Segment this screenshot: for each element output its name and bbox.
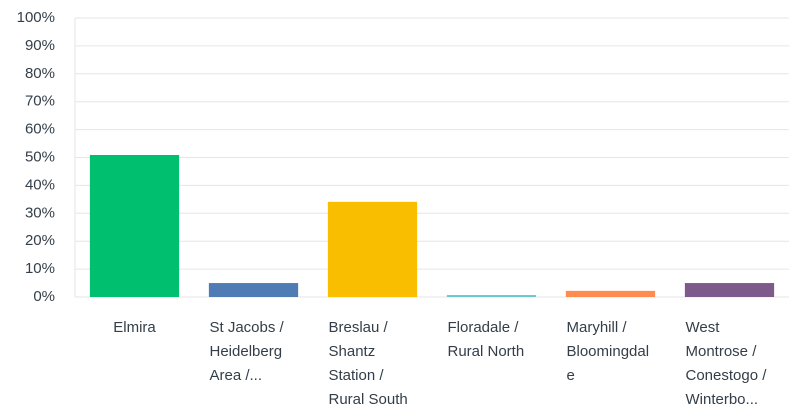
y-tick-label: 60% xyxy=(25,121,55,138)
x-tick-label: Maryhill / Bloomingdale xyxy=(566,319,650,384)
y-tick-label: 70% xyxy=(25,93,55,110)
x-tick-label-box: West Montrose / Conestogo / Winterbo... xyxy=(685,316,774,412)
y-tick-label: 10% xyxy=(25,260,55,277)
y-tick-label: 90% xyxy=(25,37,55,54)
x-tick-label: West Montrose / Conestogo / Winterbo... xyxy=(685,319,767,408)
y-tick-label: 50% xyxy=(25,148,55,165)
x-tick-label-box: Breslau / Shantz Station / Rural South xyxy=(328,316,417,412)
bar xyxy=(89,154,180,297)
bar xyxy=(208,283,299,297)
x-tick-label-box: Maryhill / Bloomingdale xyxy=(566,316,655,388)
bar xyxy=(565,290,656,297)
bar xyxy=(684,283,775,297)
x-tick-label-box: Floradale / Rural North xyxy=(447,316,536,364)
y-tick-label: 80% xyxy=(25,65,55,82)
x-tick-label-box: St Jacobs / Heidelberg Area /... xyxy=(209,316,298,388)
x-tick-label: Floradale / Rural North xyxy=(447,319,525,360)
y-tick-label: 20% xyxy=(25,232,55,249)
x-tick-label: Breslau / Shantz Station / Rural South xyxy=(328,319,408,408)
x-tick-label: Elmira xyxy=(113,319,156,336)
y-tick-label: 30% xyxy=(25,204,55,221)
bar xyxy=(446,295,537,297)
y-tick-label: 100% xyxy=(17,9,55,26)
bar xyxy=(327,201,418,297)
x-tick-label-box: Elmira xyxy=(90,316,179,340)
x-tick-label: St Jacobs / Heidelberg Area /... xyxy=(209,319,284,384)
y-tick-label: 0% xyxy=(33,288,55,305)
y-tick-label: 40% xyxy=(25,176,55,193)
